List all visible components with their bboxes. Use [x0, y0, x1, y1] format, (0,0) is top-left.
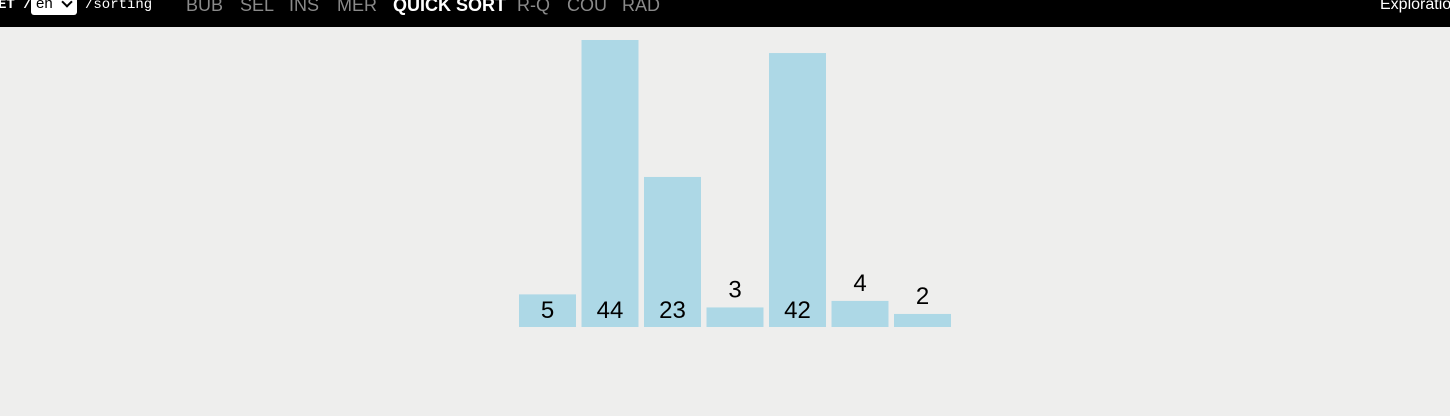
bar-0: [519, 294, 576, 327]
tab-selection-sort[interactable]: SEL: [240, 0, 275, 15]
breadcrumb-prefix[interactable]: ET /: [0, 0, 32, 13]
tab-bubble-sort[interactable]: BUB: [186, 0, 224, 15]
top-navigation-bar: ET / en /sorting BUB SEL INS MER QUICK S…: [0, 0, 1450, 27]
tab-radix-sort[interactable]: RAD: [622, 0, 661, 15]
bar-4: [769, 53, 826, 327]
exploration-mode-link[interactable]: Exploration Mode: [1380, 0, 1450, 13]
bar-label-0: 5: [541, 297, 554, 324]
bar-label-4: 42: [784, 297, 811, 324]
tab-insertion-sort[interactable]: INS: [289, 0, 320, 15]
bar-label-1: 44: [597, 297, 624, 324]
bar-1: [581, 40, 639, 327]
bar-2: [644, 176, 701, 327]
bar-5: [831, 300, 889, 327]
language-select[interactable]: en: [31, 0, 77, 15]
bar-label-5: 4: [853, 270, 866, 297]
bar-label-3: 3: [728, 276, 741, 303]
tab-counting-sort[interactable]: COU: [567, 0, 607, 15]
tab-random-quick-sort[interactable]: R-Q: [517, 0, 550, 15]
bar-6: [894, 313, 951, 327]
bar-3: [706, 307, 764, 327]
bar-label-6: 2: [916, 283, 929, 310]
tab-merge-sort[interactable]: MER: [337, 0, 377, 15]
bar-label-2: 23: [659, 297, 686, 324]
breadcrumb-path[interactable]: /sorting: [85, 0, 153, 13]
tab-quick-sort[interactable]: QUICK SORT: [393, 0, 507, 15]
language-value: en: [36, 0, 53, 12]
